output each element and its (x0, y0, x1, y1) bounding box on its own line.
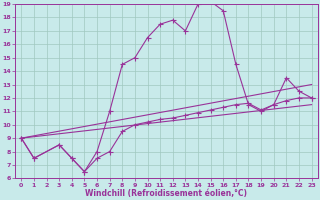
X-axis label: Windchill (Refroidissement éolien,°C): Windchill (Refroidissement éolien,°C) (85, 189, 247, 198)
